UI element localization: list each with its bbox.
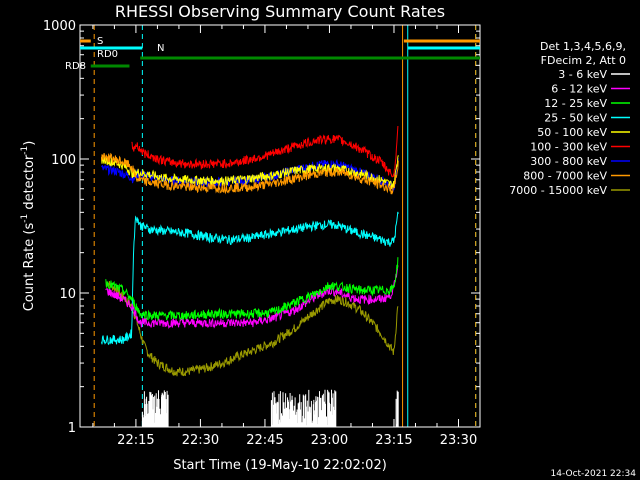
flag-label: S: [97, 36, 103, 47]
generation-timestamp: 14-Oct-2021 22:34: [551, 469, 637, 479]
x-tick-label: 23:15: [375, 433, 412, 448]
x-axis-label: Start Time (19-May-10 22:02:02): [173, 458, 387, 473]
series-line: [105, 265, 399, 330]
x-tick-label: 23:30: [440, 433, 477, 448]
series-line: [105, 257, 399, 322]
legend-entry-label: 3 - 6 keV: [558, 68, 607, 81]
legend-header-line-2: FDecim 2, Att 0: [541, 54, 626, 67]
flag-label: RD8: [65, 61, 86, 72]
legend-entry-label: 100 - 300 keV: [530, 141, 607, 154]
legend: Det 1,3,4,5,6,9, FDecim 2, Att 0 3 - 6 k…: [509, 40, 630, 197]
y-axis-label: Count Rate (s-1 detector-1): [20, 141, 37, 312]
legend-header-line-1: Det 1,3,4,5,6,9,: [540, 40, 626, 53]
chart-title: RHESSI Observing Summary Count Rates: [115, 2, 445, 21]
y-axis-label-exp2: -1: [20, 146, 30, 155]
y-axis-label-exp1: -1: [20, 214, 30, 223]
legend-entry-label: 300 - 800 keV: [530, 155, 607, 168]
series-line: [101, 152, 399, 195]
plot-frame: [79, 24, 481, 428]
flag-label: RD0: [97, 49, 118, 60]
y-axis-label-mid: detector: [22, 154, 37, 214]
x-tick-label: 23:00: [311, 433, 348, 448]
series-line: [105, 281, 399, 377]
legend-entry-label: 800 - 7000 keV: [523, 170, 607, 183]
legend-entry-label: 7000 - 15000 keV: [509, 184, 607, 197]
series-line: [101, 155, 399, 190]
y-tick-label: 1: [68, 421, 76, 436]
legend-entry-label: 25 - 50 keV: [544, 112, 607, 125]
y-tick-label: 1000: [43, 19, 76, 34]
series-line: [141, 389, 399, 427]
y-tick-label: 100: [51, 153, 76, 168]
y-axis-label-end: ): [22, 141, 37, 146]
legend-entry-label: 12 - 25 keV: [544, 97, 607, 110]
legend-entry-label: 6 - 12 keV: [551, 83, 607, 96]
x-tick-label: 22:30: [182, 433, 219, 448]
series-line: [131, 125, 399, 178]
series-line: [101, 211, 399, 346]
flag-label: N: [157, 43, 164, 54]
x-tick-label: 22:15: [117, 433, 154, 448]
y-tick-label: 10: [59, 287, 76, 302]
y-axis-label-main: Count Rate (s: [22, 223, 37, 312]
legend-entry-label: 50 - 100 keV: [537, 126, 607, 139]
x-tick-label: 22:45: [246, 433, 283, 448]
